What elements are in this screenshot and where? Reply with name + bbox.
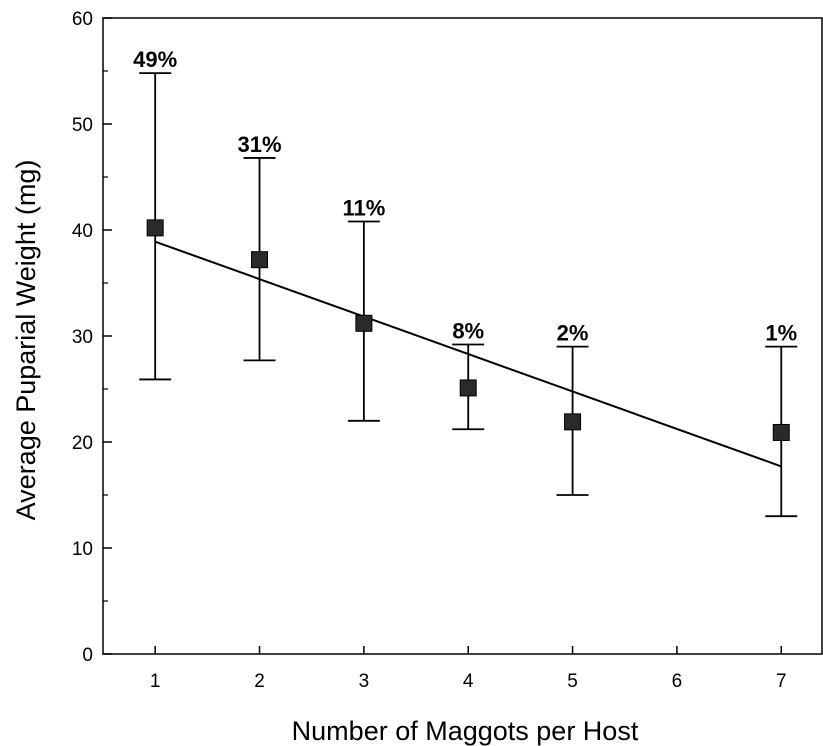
data-point-group: 49% [133,47,177,381]
data-point-group: 2% [556,321,589,496]
y-axis-title: Average Puparial Weight (mg) [11,160,41,521]
x-tick-label: 2 [254,671,265,692]
x-tick-label: 7 [776,671,787,692]
y-tick-label: 50 [72,115,93,136]
data-point-marker [355,314,373,332]
data-point-marker [564,413,582,431]
data-point-marker [772,423,790,441]
x-tick-label: 6 [672,671,683,692]
data-label: 31% [237,132,281,157]
y-tick-label: 0 [82,645,93,666]
data-label: 11% [342,196,385,221]
axes: 0 10 20 30 40 50 60 1 2 3 4 5 6 7 [72,9,823,692]
data-point-group: 1% [765,321,798,518]
x-tick-label: 5 [567,671,578,692]
data-points: 49% 31% 11% 8% 2% 1% [133,47,798,518]
x-tick-label: 1 [150,671,161,692]
y-tick-label: 20 [72,433,93,454]
x-tick-label: 4 [463,671,474,692]
x-tick-label: 3 [359,671,370,692]
data-label: 2% [557,321,589,346]
data-point-marker [251,251,269,269]
data-point-marker [146,219,164,237]
data-label: 8% [452,318,484,343]
y-tick-label: 30 [72,327,93,348]
x-axis-title: Number of Maggots per Host [292,716,639,746]
data-point-group: 11% [342,196,385,422]
y-tick-label: 40 [72,221,93,242]
y-tick-label: 60 [72,9,93,30]
data-label: 49% [133,47,177,72]
data-point-group: 31% [237,132,282,362]
y-tick-label: 10 [72,539,93,560]
data-label: 1% [765,321,797,346]
data-point-group: 8% [452,318,485,431]
data-point-marker [459,379,477,397]
